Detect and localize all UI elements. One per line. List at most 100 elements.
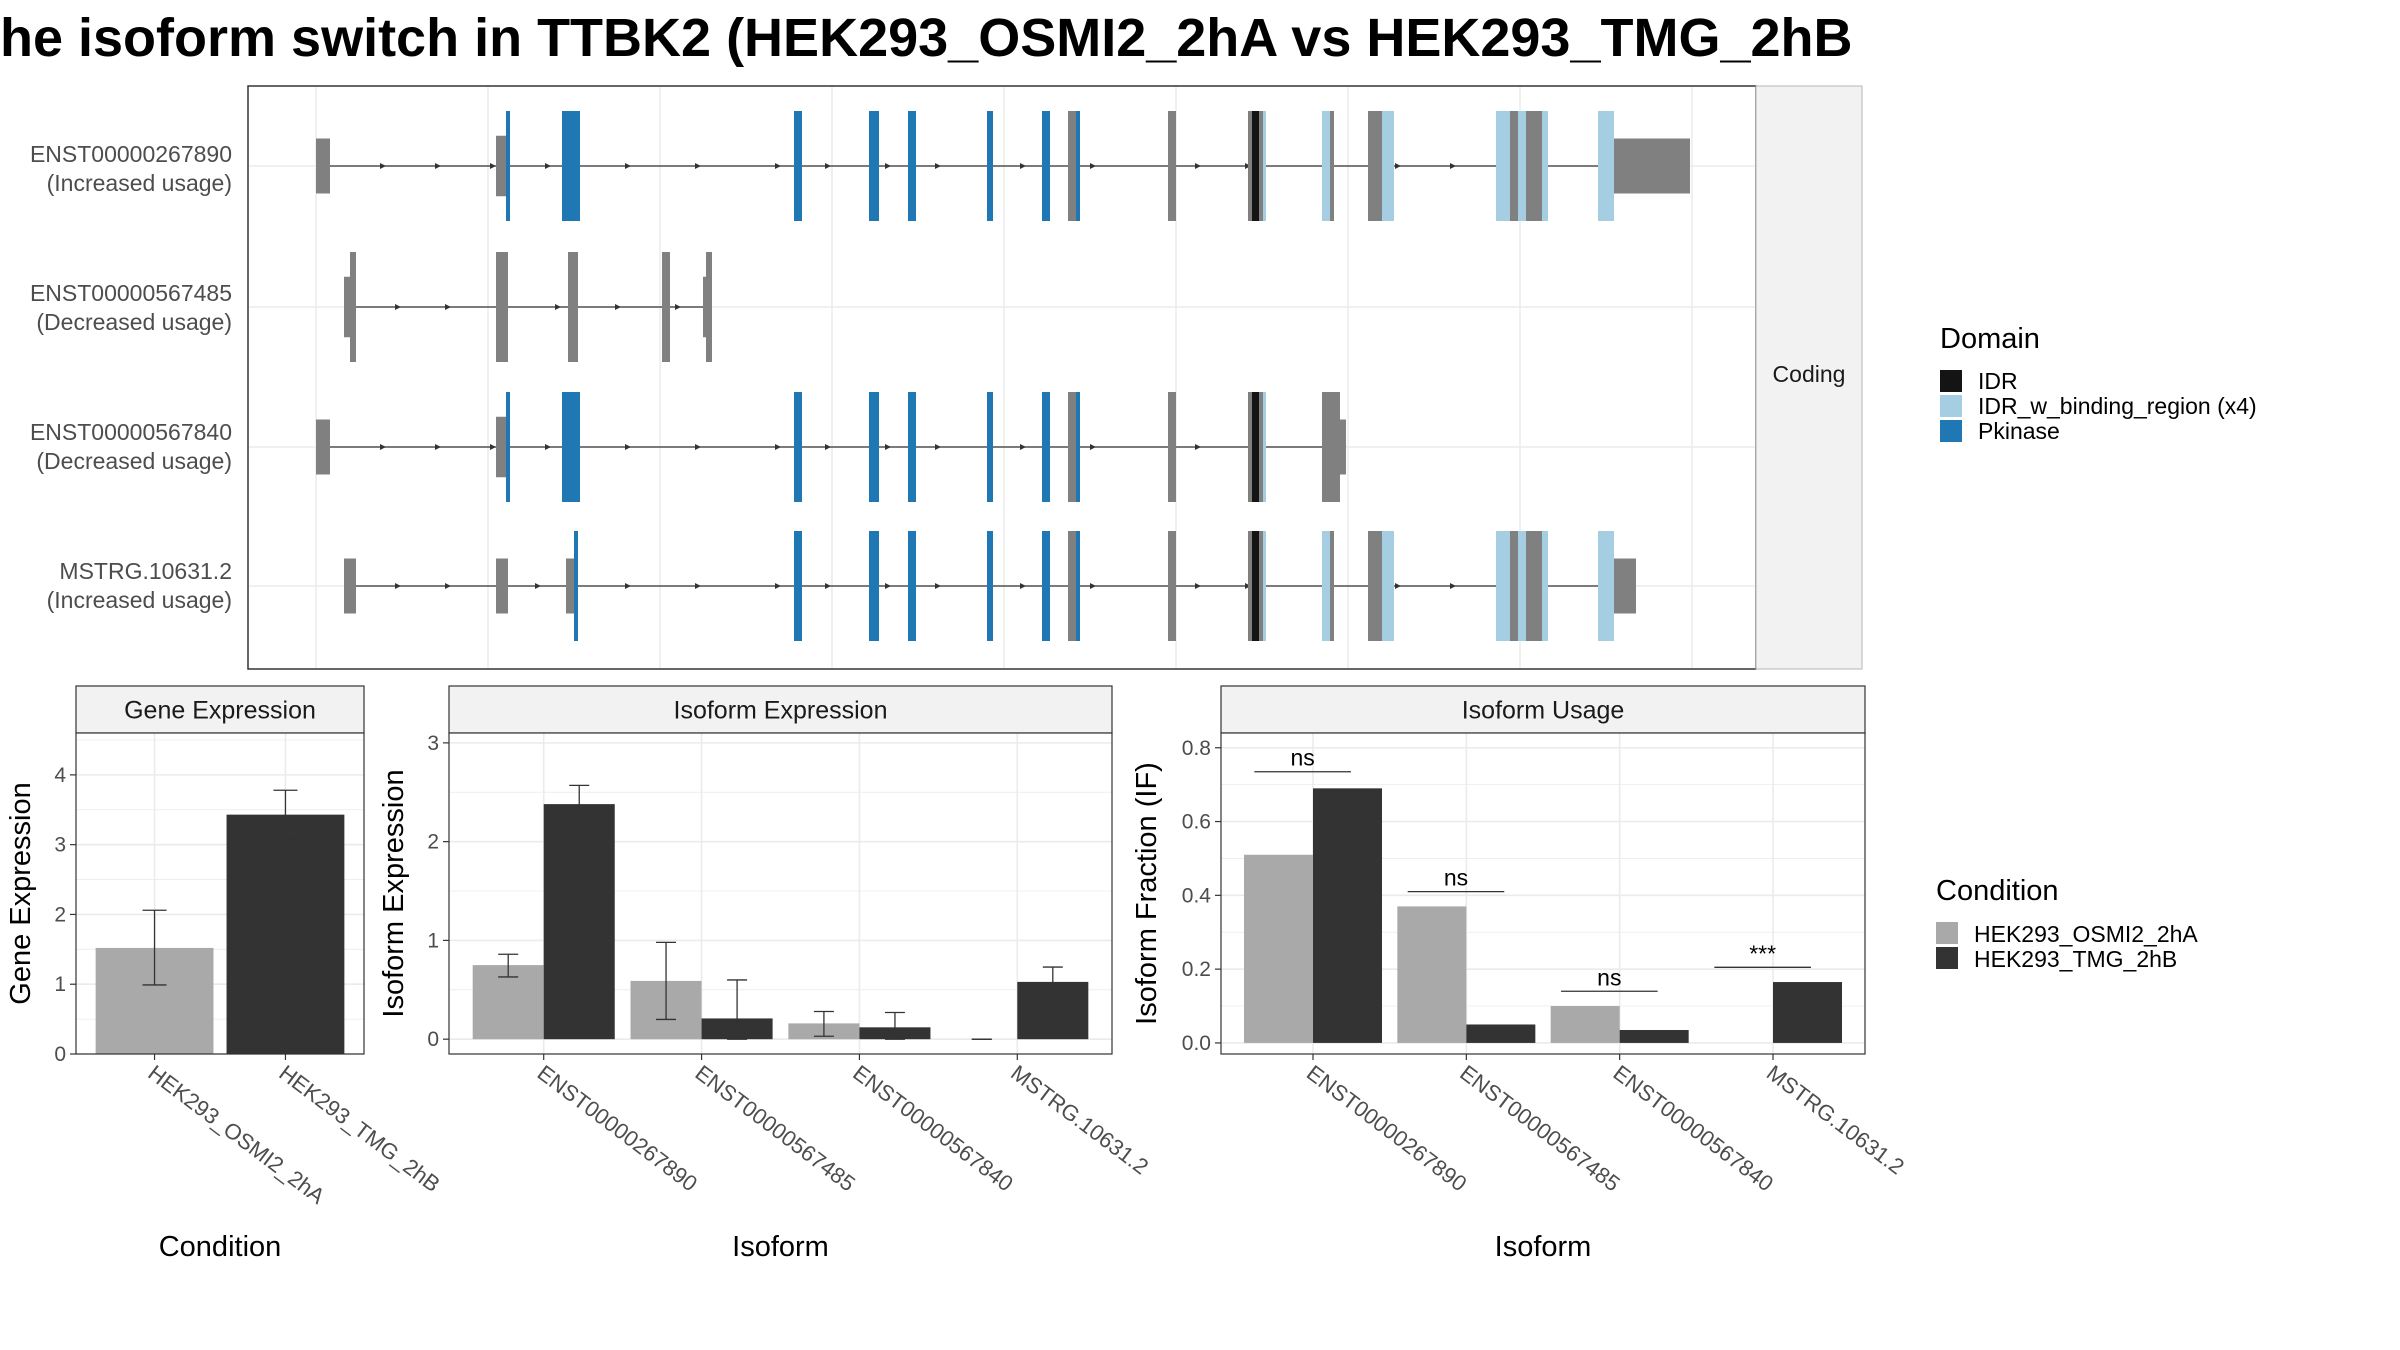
exon-noncoding — [1248, 392, 1252, 502]
exon-pkinase — [987, 111, 993, 221]
y-tick-label: 4 — [54, 764, 66, 787]
exon-pkinase — [869, 111, 879, 221]
exon-noncoding — [1259, 531, 1263, 641]
exon-noncoding — [496, 135, 506, 197]
exon-idr-w-binding-region — [1518, 531, 1526, 641]
x-axis-title: Isoform — [1495, 1231, 1592, 1263]
legend-label-pkinase: Pkinase — [1978, 418, 2060, 444]
intron-arrow — [775, 444, 781, 450]
exon-pkinase — [908, 531, 916, 641]
intron-arrow — [490, 444, 496, 450]
intron-arrow — [885, 583, 891, 589]
y-tick-label: 0.6 — [1182, 811, 1211, 834]
isoform-label-1-id: ENST00000267890 — [30, 141, 232, 167]
condition-legend-title: Condition — [1936, 875, 2059, 907]
exon-pkinase — [794, 392, 802, 502]
bar-hek293-tmg-2hb — [226, 814, 345, 1054]
intron-arrow — [555, 304, 561, 310]
intron-arrow — [380, 444, 386, 450]
y-tick-label: 1 — [427, 929, 439, 952]
condition-legend: Condition HEK293_OSMI2_2hA HEK293_TMG_2h… — [1936, 875, 2198, 972]
exon-idr-w-binding-region — [1518, 111, 1526, 221]
exon-noncoding — [1068, 531, 1076, 641]
panel-title: Gene Expression — [124, 697, 316, 725]
facet-strip-right — [1755, 85, 1863, 670]
isoform-label-4-id: MSTRG.10631.2 — [59, 558, 232, 584]
panel-border — [1220, 732, 1866, 1055]
exon-idr-w-binding-region — [1542, 531, 1548, 641]
intron-arrow — [1090, 583, 1096, 589]
y-tick-label: 0.8 — [1182, 737, 1211, 760]
isoform-label-1-usage: (Increased usage) — [47, 170, 232, 196]
intron-arrow — [935, 444, 941, 450]
intron-arrow — [545, 163, 551, 169]
domain-legend-title: Domain — [1940, 323, 2040, 355]
x-tick-label: MSTRG.10631.2 — [1006, 1060, 1153, 1179]
exon-noncoding — [1368, 111, 1382, 221]
exon-idr-w-binding-region — [1496, 531, 1510, 641]
legend-swatch-idr — [1940, 370, 1962, 392]
bar-series1 — [1244, 854, 1313, 1043]
significance-label: ns — [1444, 865, 1468, 891]
x-tick-label: ENST00000567840 — [848, 1060, 1017, 1196]
x-axis-title: Isoform — [732, 1231, 829, 1263]
isoform-label-2-id: ENST00000567485 — [30, 280, 232, 306]
y-tick-label: 1 — [54, 973, 66, 996]
exon-pkinase — [562, 111, 580, 221]
exon-pkinase — [1042, 531, 1050, 641]
exon-noncoding — [1340, 419, 1346, 475]
intron-arrow — [695, 583, 701, 589]
panel-border — [448, 732, 1113, 1055]
exon-idr-w-binding-region — [1322, 111, 1330, 221]
exon-idr-w-binding-region — [1598, 531, 1614, 641]
legend-swatch-pkinase — [1940, 420, 1962, 442]
x-tick-label: ENST00000567485 — [691, 1060, 860, 1196]
intron-arrow — [1090, 444, 1096, 450]
intron-arrow — [445, 304, 451, 310]
significance-label: ns — [1597, 964, 1621, 990]
exon-idr-w-binding-region — [1496, 111, 1510, 221]
exon-noncoding — [496, 252, 508, 362]
exon-noncoding — [1248, 111, 1252, 221]
x-axis-title: Condition — [159, 1231, 282, 1263]
exon-pkinase — [1076, 392, 1080, 502]
exon-noncoding — [1168, 111, 1176, 221]
intron-arrow — [395, 304, 401, 310]
exon-noncoding — [1068, 111, 1076, 221]
exon-pkinase — [794, 531, 802, 641]
y-axis-title: Gene Expression — [5, 782, 37, 1004]
isoform-usage-panel: Isoform Usage ns ns ns *** 0.0 0.2 0.4 0.6 0.8 ENS… — [1131, 685, 1909, 1263]
exon-noncoding — [496, 416, 506, 478]
exon-noncoding — [1248, 531, 1252, 641]
bar-series1 — [1550, 1006, 1620, 1043]
exon-idr-w-binding-region — [1542, 111, 1548, 221]
intron-arrow — [1195, 583, 1201, 589]
intron-arrow — [625, 444, 631, 450]
exon-idr-w-binding-region — [1263, 531, 1266, 641]
exon-noncoding — [1330, 111, 1334, 221]
significance-label: ns — [1291, 745, 1315, 771]
exon-pkinase — [562, 392, 580, 502]
exon-pkinase — [987, 531, 993, 641]
x-tick-label: ENST00000567485 — [1455, 1060, 1624, 1196]
bar-series2 — [1466, 1024, 1536, 1043]
exon-noncoding — [662, 252, 670, 362]
exon-pkinase — [1076, 531, 1080, 641]
exon-idr-w-binding-region — [1382, 531, 1394, 641]
exon-idr-w-binding-region — [1263, 111, 1266, 221]
exon-pkinase — [506, 111, 510, 221]
transcript-tracks — [316, 111, 1690, 641]
exon-noncoding — [1614, 558, 1636, 614]
intron-arrow — [1090, 163, 1096, 169]
y-tick-label: 0.2 — [1182, 958, 1211, 981]
x-tick-label: ENST00000267890 — [533, 1060, 702, 1196]
intron-arrow — [1395, 583, 1401, 589]
intron-arrow — [435, 444, 441, 450]
exon-idr — [1252, 111, 1259, 221]
intron-arrow — [1195, 163, 1201, 169]
significance-label: *** — [1749, 940, 1776, 966]
y-axis-title: Isoform Fraction (IF) — [1131, 762, 1163, 1025]
bar-series2 — [1313, 788, 1382, 1043]
bar-series2 — [543, 804, 615, 1040]
legend-swatch-cond1 — [1936, 922, 1958, 944]
